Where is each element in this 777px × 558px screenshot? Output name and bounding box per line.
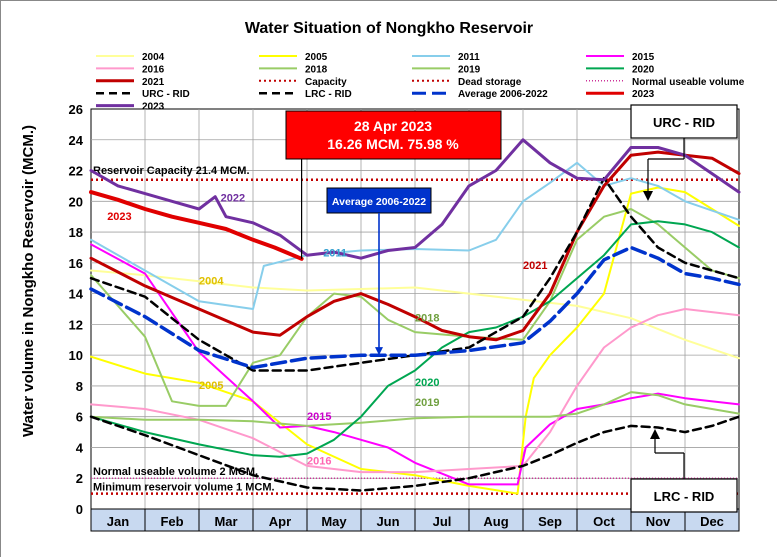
y-tick-label: 0 (76, 502, 83, 517)
series-line-2019 (90, 391, 740, 427)
series-line-2020 (90, 220, 740, 458)
urc-box (630, 104, 738, 139)
x-tick-label: Feb (160, 514, 183, 529)
series-label: 2011 (323, 248, 347, 260)
series-label: 2019 (415, 397, 439, 409)
legend-label: 2004 (142, 52, 165, 63)
series-line-2023 (89, 138, 741, 260)
legend-label: 2015 (632, 52, 655, 63)
x-tick-label: May (321, 514, 347, 529)
y-tick-label: 26 (69, 102, 83, 117)
legend-label: 2018 (305, 64, 328, 75)
series-label: 2021 (523, 260, 547, 272)
series-line-lrc-rid (89, 415, 741, 492)
series-label: 2004 (199, 275, 224, 287)
legend: 2004 2005 2011 2015 2016 2018 2019 2020 2021 Capa… (96, 52, 745, 113)
reference-line-label: Minimum reservoir volume 1 MCM. (93, 482, 275, 494)
x-tick-label: Oct (593, 514, 615, 529)
legend-label: URC - RID (142, 89, 190, 100)
x-tick-label: Dec (700, 514, 724, 529)
x-tick-label: Sep (538, 514, 562, 529)
series-line-2023 (89, 190, 304, 261)
y-tick-label: 22 (69, 164, 83, 179)
urc-box-text: URC - RID (653, 115, 715, 130)
series-line-2018 (90, 208, 740, 407)
series-label: 2023 (107, 211, 131, 223)
y-axis-label: Water volume in Nongkho Reservoir (MCM.) (20, 125, 37, 437)
legend-label: Dead storage (458, 77, 522, 88)
y-tick-label: 10 (69, 348, 83, 363)
y-tick-label: 8 (76, 379, 83, 394)
average-box-text: Average 2006-2022 (332, 196, 426, 208)
series-line-2011 (90, 161, 740, 310)
y-tick-label: 2 (76, 471, 83, 486)
series-line-urc-rid (89, 176, 741, 372)
lrc-box-text: LRC - RID (654, 489, 715, 504)
legend-label: 2019 (458, 64, 481, 75)
lrc-arrow-head (650, 429, 660, 439)
legend-label: 2011 (458, 52, 480, 63)
legend-label: 2016 (142, 64, 165, 75)
legend-label: 2023 (632, 89, 655, 100)
series-line-2004 (90, 269, 740, 360)
series-line-2015 (90, 243, 740, 486)
series-label: 2020 (415, 377, 439, 389)
current-volume-text: 16.26 MCM. 75.98 % (327, 136, 459, 152)
current-value-box (285, 110, 502, 160)
legend-label: Average 2006-2022 (458, 89, 548, 100)
y-tick-label: 16 (69, 256, 83, 271)
x-tick-label: Mar (214, 514, 237, 529)
y-tick-label: 6 (76, 410, 83, 425)
series-line-average-2006-2022 (89, 245, 741, 370)
x-tick-label: Jan (107, 514, 129, 529)
legend-label: LRC - RID (305, 89, 352, 100)
chart-title: Water Situation of Nongkho Reservoir (245, 20, 533, 37)
average-box (326, 187, 432, 214)
series-label: 2018 (415, 312, 439, 324)
series-label: 2016 (307, 455, 331, 467)
y-tick-label: 4 (76, 440, 84, 455)
current-date-text: 28 Apr 2023 (354, 118, 432, 134)
y-tick-label: 20 (69, 194, 83, 209)
legend-label: 2005 (305, 52, 328, 63)
x-tick-label: Apr (269, 514, 291, 529)
series-label: 2015 (307, 411, 331, 423)
y-tick-label: 24 (69, 133, 84, 148)
y-tick-label: 14 (69, 287, 84, 302)
reference-line-label: Reservoir Capacity 21.4 MCM. (93, 165, 250, 177)
urc-arrow-head (643, 191, 653, 201)
reference-line-label: Normal useable volume 2 MCM. (93, 466, 258, 478)
y-tick-label: 12 (69, 317, 83, 332)
x-tick-label: Jul (433, 514, 452, 529)
series-label: 2005 (199, 380, 223, 392)
legend-label: 2023 (142, 102, 165, 113)
legend-label: Normal useable volume (632, 77, 745, 88)
series-label: 2022 (221, 192, 245, 204)
x-tick-label: Aug (483, 514, 508, 529)
series-line-2021 (89, 150, 741, 342)
x-tick-label: Jun (376, 514, 399, 529)
average-arrow-head (375, 347, 383, 356)
legend-label: 2021 (142, 77, 165, 88)
legend-label: Capacity (305, 77, 347, 88)
x-tick-label: Nov (646, 514, 671, 529)
y-tick-label: 18 (69, 225, 83, 240)
legend-label: 2020 (632, 64, 655, 75)
lrc-box (630, 478, 738, 513)
